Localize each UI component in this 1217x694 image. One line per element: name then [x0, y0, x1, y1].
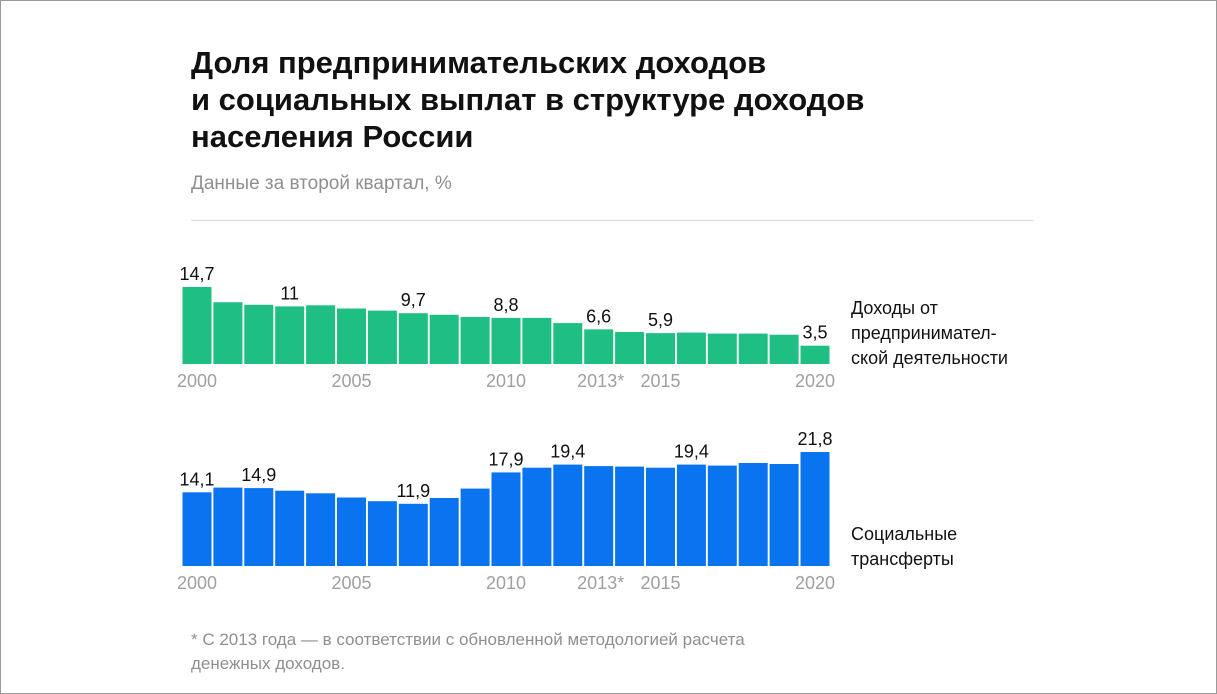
bar-business-2008: [429, 314, 459, 364]
footnote-line: денежных доходов.: [191, 654, 345, 673]
bar-social-2018: [738, 463, 768, 566]
data-label-social-2016: 19,4: [674, 442, 709, 462]
bar-social-2001: [213, 487, 243, 566]
bar-business-2012: [553, 323, 583, 364]
bar-business-2014: [615, 332, 645, 364]
x-tick-label-social-2000: 2000: [177, 573, 217, 593]
bar-social-2020: [800, 452, 830, 566]
chart-social: 14,1 14,9 11,9 17,9 19,4 19,4 21,8 2000 2005 2010…: [177, 429, 835, 593]
bar-business-2017: [707, 333, 737, 364]
chart-title-line: населения России: [191, 119, 474, 154]
chart-title: Доля предпринимательских доходов и социа…: [191, 44, 1091, 155]
bar-business-2020: [800, 345, 830, 364]
series-label-line: трансферты: [851, 549, 954, 569]
data-label-social-2010: 17,9: [488, 449, 523, 469]
series-label-business-income: Доходы от предпринимател- ской деятельно…: [851, 296, 1008, 371]
x-tick-label-social-2020: 2020: [795, 573, 835, 593]
x-tick-label-social-2010: 2010: [486, 573, 526, 593]
chart-subtitle: Данные за второй квартал, %: [191, 173, 452, 194]
data-label-business-2013: 6,6: [586, 306, 611, 326]
bar-business-2005: [337, 308, 366, 364]
bar-business-2010: [491, 317, 521, 364]
bar-social-2017: [707, 465, 737, 566]
bar-business-2006: [367, 310, 397, 364]
series-label-line: Социальные: [851, 524, 958, 544]
bar-social-2013: [584, 466, 614, 566]
data-label-business-2020: 3,5: [802, 323, 827, 343]
x-tick-label-social-2013: 2013*: [577, 573, 624, 593]
series-label-line: ской деятельности: [851, 348, 1008, 368]
x-tick-label-business-2010: 2010: [486, 371, 526, 391]
bar-business-2018: [738, 333, 768, 364]
title-divider: [191, 220, 1034, 221]
series-label-social-transfers: Социальные трансферты: [851, 522, 957, 572]
bar-business-2015: [646, 333, 675, 364]
bar-social-2007: [398, 503, 428, 566]
bar-social-2010: [491, 472, 521, 566]
bar-business-2009: [460, 316, 490, 364]
series-label-line: Доходы от: [851, 298, 938, 318]
x-tick-label-business-2013: 2013*: [577, 371, 624, 391]
data-label-social-2000: 14,1: [179, 469, 214, 489]
bar-social-2019: [769, 464, 799, 566]
bar-business-2004: [306, 305, 336, 364]
bar-social-2016: [676, 464, 706, 566]
x-tick-label-business-2020: 2020: [795, 371, 835, 391]
series-label-line: предпринимател-: [851, 323, 997, 343]
data-label-social-2002: 14,9: [241, 465, 276, 485]
bar-business-2002: [244, 304, 274, 364]
x-tick-label-business-2000: 2000: [177, 371, 217, 391]
data-label-business-2015: 5,9: [648, 310, 673, 330]
footnote-line: * С 2013 года — в соответствии с обновле…: [191, 630, 745, 649]
bar-social-2004: [306, 493, 336, 566]
bar-business-2003: [275, 306, 305, 364]
bar-business-2019: [769, 334, 799, 364]
bar-business-2013: [584, 329, 614, 364]
x-tick-label-business-2015: 2015: [640, 371, 680, 391]
data-label-social-2007: 11,9: [396, 481, 430, 501]
bar-social-2006: [367, 501, 397, 566]
data-label-business-2007: 9,7: [401, 290, 426, 310]
bar-social-2000: [182, 492, 212, 566]
x-tick-label-business-2005: 2005: [331, 371, 371, 391]
bar-business-2007: [398, 313, 428, 364]
bar-social-2012: [553, 464, 583, 566]
data-label-business-2000: 14,7: [179, 264, 214, 284]
data-label-social-2020: 21,8: [797, 429, 832, 449]
chart-title-line: Доля предпринимательских доходов: [191, 45, 767, 80]
bar-social-2014: [615, 466, 645, 566]
x-tick-label-social-2015: 2015: [640, 573, 680, 593]
bar-social-2003: [275, 490, 305, 566]
bar-social-2005: [337, 497, 366, 566]
data-label-business-2010: 8,8: [493, 295, 518, 315]
chart-title-line: и социальных выплат в структуре доходов: [191, 82, 865, 117]
bar-business-2001: [213, 302, 243, 364]
bar-business-2011: [522, 317, 552, 364]
footnote: * С 2013 года — в соответствии с обновле…: [191, 628, 745, 676]
x-tick-label-social-2005: 2005: [331, 573, 371, 593]
bar-social-2008: [429, 498, 459, 566]
data-label-business-2003: 11: [280, 283, 299, 303]
bar-social-2011: [522, 467, 552, 566]
bar-social-2009: [460, 488, 490, 566]
bar-social-2015: [646, 467, 675, 566]
bar-business-2000: [182, 287, 212, 364]
bar-business-2016: [676, 332, 706, 364]
chart-business: 14,7 11 9,7 8,8 6,6 5,9 3,5 2000 2005 2010 2013* 20…: [177, 264, 835, 391]
data-label-social-2012: 19,4: [550, 442, 585, 462]
bar-social-2002: [244, 488, 274, 566]
